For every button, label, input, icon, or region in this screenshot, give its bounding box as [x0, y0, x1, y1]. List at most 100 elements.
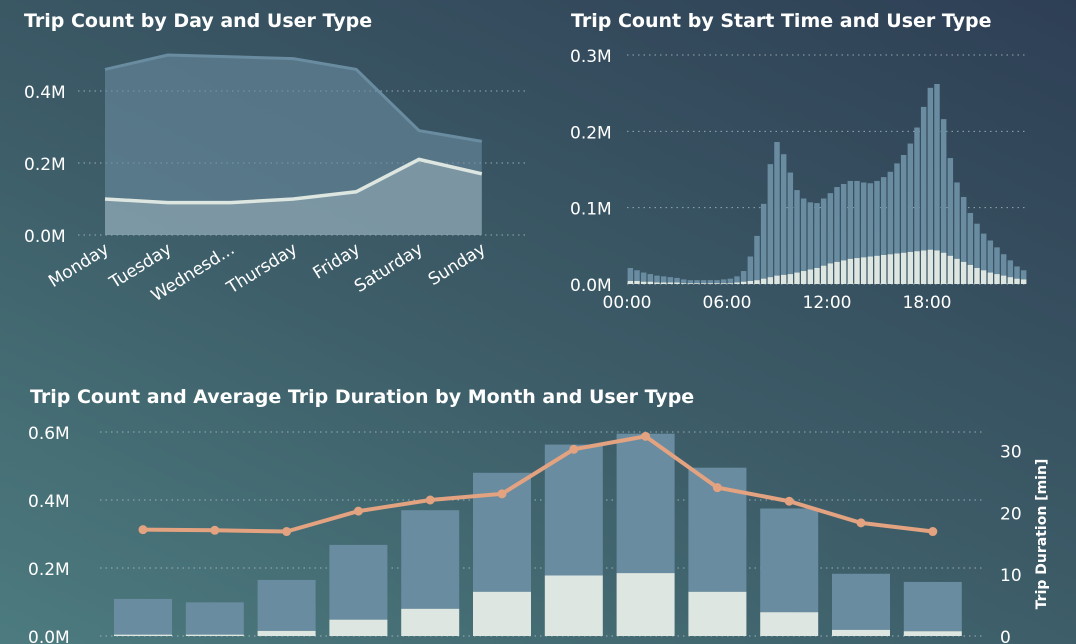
- month-bar-customer: [329, 619, 388, 636]
- y-tick-label: 0.0M: [24, 227, 66, 247]
- month-bar-customer: [257, 630, 316, 636]
- hour-bar-subscriber: [707, 280, 714, 284]
- hour-bar-subscriber: [700, 280, 707, 284]
- month-bar-customer: [760, 612, 819, 636]
- hour-bar-customer: [907, 251, 914, 284]
- duration-point: [497, 489, 507, 499]
- hour-bar-subscriber: [634, 270, 640, 281]
- month-bar-subscriber: [903, 581, 962, 632]
- hour-bar-customer: [714, 283, 720, 284]
- y-tick-label: 0.0M: [570, 276, 612, 296]
- month-bar-subscriber: [185, 602, 244, 635]
- hour-bar-customer: [827, 263, 834, 284]
- hour-bar-subscriber: [780, 154, 787, 275]
- hour-bar-subscriber: [854, 180, 860, 259]
- hour-bar-customer: [700, 283, 707, 284]
- month-bar-subscriber: [329, 544, 388, 620]
- x-tick-label: Thursday: [223, 239, 301, 298]
- hour-bar-customer: [987, 272, 994, 284]
- hour-chart: 0.0M 0.1M 0.2M 0.3M 00:00 06:00 12:00 18:00: [570, 47, 1027, 313]
- hour-bar-customer: [840, 260, 847, 284]
- hour-bar-subscriber: [994, 247, 1000, 275]
- hour-bar-subscriber: [960, 196, 967, 262]
- month-bar-subscriber: [832, 573, 890, 630]
- hour-bar-customer: [887, 254, 894, 284]
- hour-bar-customer: [834, 261, 840, 284]
- hour-bar-subscriber: [914, 127, 920, 252]
- hour-bar-subscriber: [660, 276, 667, 283]
- hour-bar-subscriber: [754, 235, 760, 281]
- subscriber-line: [104, 53, 483, 143]
- y-tick-label: 0.1M: [570, 200, 612, 220]
- hour-bar-subscriber: [727, 278, 734, 284]
- y-tick-label: 0.6M: [28, 424, 70, 444]
- hour-bar-subscriber: [794, 190, 800, 273]
- hour-bar-customer: [747, 280, 754, 284]
- hour-bar-subscriber: [694, 280, 700, 284]
- month-bar-subscriber: [257, 579, 316, 631]
- month-bar-customer: [401, 608, 460, 636]
- hour-bar-customer: [694, 283, 700, 284]
- hour-bar-subscriber: [867, 183, 874, 257]
- duration-point: [928, 527, 938, 537]
- hour-bar-subscriber: [1007, 260, 1014, 278]
- hour-bar-customer: [820, 265, 827, 284]
- month-bar-customer: [688, 591, 747, 636]
- hour-bar-customer: [954, 258, 960, 284]
- hour-bar-customer: [754, 280, 760, 284]
- hour-bar-customer: [994, 274, 1000, 284]
- month-bar-customer: [473, 591, 531, 636]
- hour-bar-subscriber: [640, 272, 647, 282]
- customer-line: [104, 157, 483, 205]
- hour-bar-subscriber: [740, 271, 747, 282]
- hour-bar-subscriber: [807, 202, 814, 270]
- x-tick-label: Saturday: [351, 239, 427, 297]
- duration-point: [856, 518, 866, 528]
- month-bar-subscriber: [544, 444, 603, 576]
- hour-bar-subscriber: [880, 177, 887, 255]
- hour-bar-customer: [974, 267, 980, 284]
- hour-bar-customer: [780, 274, 787, 284]
- hour-bar-subscriber: [680, 279, 687, 284]
- hour-bar-subscriber: [687, 280, 694, 284]
- month-bar-customer: [903, 631, 962, 636]
- hour-bar-subscriber: [760, 203, 767, 279]
- hour-bar-customer: [727, 283, 734, 284]
- hour-bar-subscriber: [907, 143, 914, 252]
- hour-bar-subscriber: [934, 84, 940, 251]
- y-tick-label: 0.3M: [570, 47, 612, 67]
- hour-bar-customer: [920, 250, 927, 284]
- hour-bar-subscriber: [654, 275, 660, 283]
- y-tick-label: 0.4M: [24, 83, 66, 103]
- hour-bar-subscriber: [1020, 270, 1027, 280]
- y2-axis-label: Trip Duration [min]: [1034, 459, 1050, 610]
- y2-tick-label: 10: [1000, 566, 1022, 586]
- duration-point: [353, 506, 363, 516]
- hour-bar-subscriber: [887, 171, 894, 255]
- hour-bar-customer: [967, 264, 974, 284]
- hour-chart-title: Trip Count by Start Time and User Type: [571, 10, 992, 32]
- x-tick-label: 06:00: [703, 293, 752, 313]
- hour-bar-customer: [787, 274, 794, 284]
- hour-bar-customer: [767, 277, 774, 284]
- hour-bar-customer: [807, 269, 814, 284]
- hour-bar-subscriber: [667, 277, 674, 283]
- month-bar-customer: [114, 634, 172, 636]
- hour-bar-customer: [720, 283, 727, 284]
- hour-bar-customer: [734, 282, 740, 284]
- hour-bar-customer: [640, 281, 647, 284]
- hour-bar-customer: [627, 280, 634, 284]
- hour-bar-customer: [674, 282, 680, 284]
- hour-bar-subscriber: [860, 182, 867, 258]
- y2-tick-label: 0: [1000, 628, 1011, 644]
- y-tick-label: 0.4M: [28, 492, 70, 512]
- month-bar-customer: [544, 575, 603, 636]
- hour-bar-subscriber: [627, 267, 634, 281]
- customer-area: [105, 159, 482, 235]
- hour-bar-customer: [980, 270, 987, 284]
- hour-bar-customer: [847, 258, 854, 284]
- hour-bar-subscriber: [927, 87, 934, 250]
- hour-bar-customer: [934, 250, 940, 284]
- hour-bar-subscriber: [847, 180, 854, 259]
- hour-bar-subscriber: [900, 154, 907, 253]
